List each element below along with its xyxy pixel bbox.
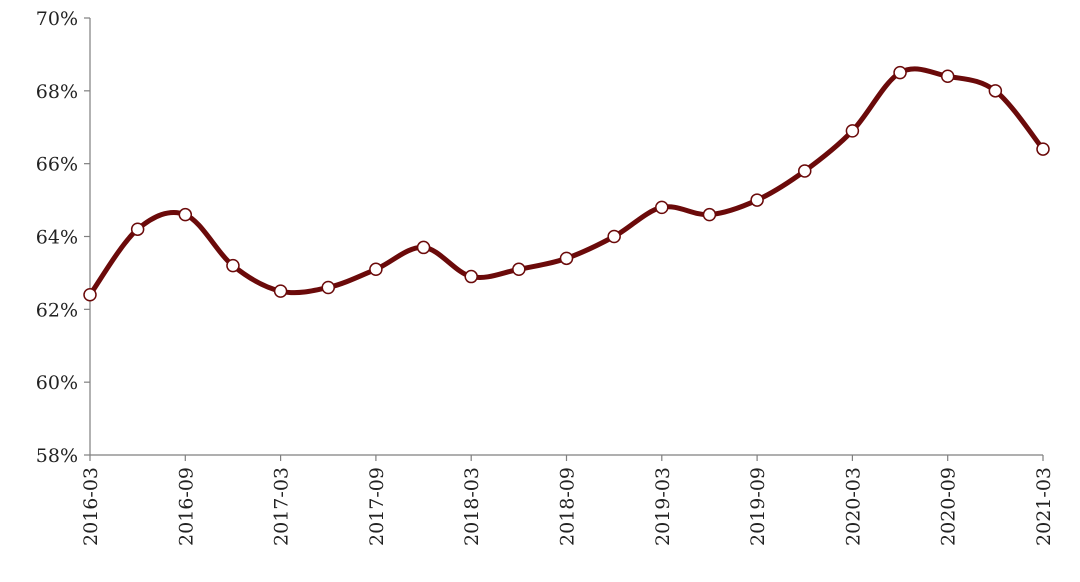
x-tick-label: 2019-09	[747, 467, 769, 546]
x-tick-label: 2021-03	[1033, 467, 1055, 546]
x-tick-label: 2020-03	[842, 467, 864, 546]
data-point-2016-06	[130, 222, 145, 236]
data-point-2018-09	[559, 251, 574, 266]
x-tick-label: 2020-09	[938, 467, 960, 546]
x-axis-ticks: 2016-03 2016-09 2017-03 2017-09 2018-03 2018-…	[80, 455, 1055, 546]
axes	[89, 18, 1043, 456]
data-point-2020-09	[940, 69, 955, 84]
data-point-2017-03	[273, 284, 288, 298]
x-tick-label: 2018-09	[557, 467, 579, 546]
data-point-2019-09	[750, 193, 764, 207]
y-tick-label: 58%	[36, 445, 78, 467]
data-point-2018-03	[464, 269, 478, 284]
x-tick-label: 2019-03	[652, 467, 674, 546]
data-point-2019-06	[702, 207, 717, 222]
data-point-2019-03	[655, 200, 669, 215]
data-point-2020-12	[988, 84, 1003, 98]
y-tick-label: 66%	[36, 154, 78, 176]
data-point-2019-12	[798, 164, 812, 178]
data-point-2016-09	[178, 207, 193, 222]
y-tick-label: 62%	[36, 299, 78, 321]
y-tick-label: 64%	[36, 227, 78, 249]
data-point-2017-09	[369, 262, 383, 277]
data-point-2020-03	[845, 124, 860, 138]
data-point-2017-12	[416, 240, 431, 255]
y-tick-label: 60%	[36, 372, 78, 394]
data-point-2020-06	[893, 65, 907, 80]
x-tick-label: 2016-03	[80, 467, 102, 546]
x-tick-label: 2018-03	[461, 467, 483, 546]
data-point-2016-03	[83, 288, 97, 302]
y-tick-label: 68%	[36, 81, 78, 103]
x-tick-label: 2017-03	[271, 467, 293, 546]
x-tick-label: 2016-09	[175, 467, 197, 546]
data-point-2021-03	[1036, 142, 1050, 156]
y-tick-label: 70%	[36, 8, 78, 30]
data-point-2017-06	[321, 280, 335, 295]
x-tick-label: 2017-09	[366, 467, 388, 546]
data-point-2016-12	[226, 258, 240, 273]
data-point-2018-06	[512, 262, 526, 277]
data-point-2018-12	[607, 229, 621, 244]
points-layer	[83, 65, 1050, 302]
y-axis-ticks: 58% 60% 62% 64% 66% 68% 70%	[36, 8, 90, 467]
